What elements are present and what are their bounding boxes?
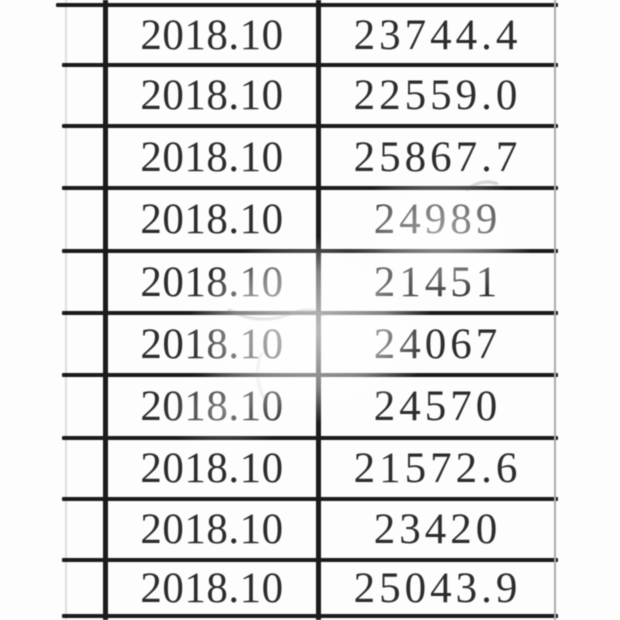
scanned-table-photo: 2018.10 23744.4 2018.10 22559.0 2018.10 … (0, 0, 620, 620)
watermark-edge-arcs (227, 180, 499, 399)
